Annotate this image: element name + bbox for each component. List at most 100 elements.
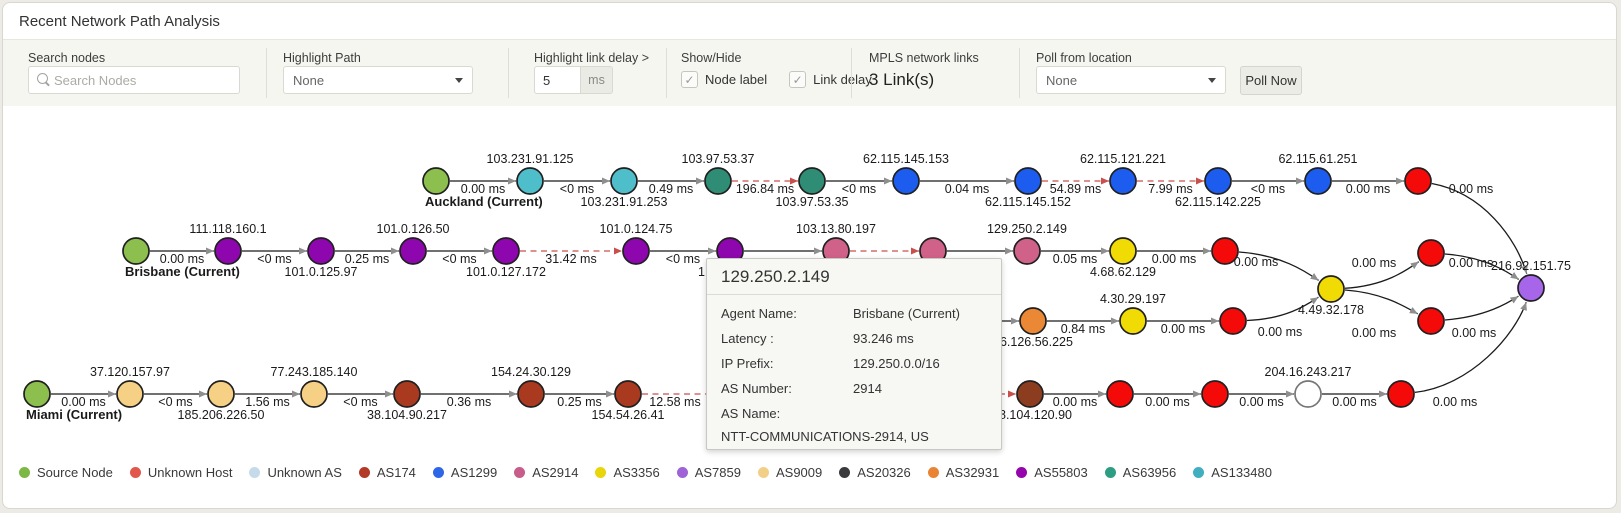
node-ip-label: 37.120.157.97 [90,365,170,379]
toolbar-divider [666,48,667,98]
graph-node[interactable] [1294,380,1322,408]
graph-node[interactable] [1204,167,1232,195]
graph-node[interactable] [1517,274,1545,302]
legend-item: Unknown Host [129,465,232,480]
node-ip-label: 216.92.151.75 [1491,259,1571,273]
link-latency-label: 0.00 ms [1161,322,1205,336]
node-ip-label: 4.30.29.197 [1100,292,1166,306]
graph-node[interactable] [393,380,421,408]
graph-node[interactable] [207,380,235,408]
page-title: Recent Network Path Analysis [19,13,220,30]
graph-node[interactable] [892,167,920,195]
chevron-down-icon [1208,77,1216,83]
toolbar: Search nodes Search Nodes Highlight Path… [3,39,1616,106]
legend-color-dot [595,467,607,478]
link-latency-label: 0.00 ms [1352,326,1396,340]
link-latency-label: 0.00 ms [1449,182,1493,196]
highlight-path-select[interactable]: None [283,66,473,94]
node-ip-label: 62.115.145.152 [985,195,1071,209]
graph-node[interactable] [1109,237,1137,265]
node-ip-label: 101.0.127.172 [466,265,546,279]
graph-node[interactable] [614,380,642,408]
graph-node[interactable] [1317,275,1345,303]
graph-node[interactable] [1201,380,1229,408]
link-latency-label: 0.00 ms [1234,255,1278,269]
graph-node[interactable] [622,237,650,265]
link-latency-label: 0.25 ms [557,395,601,409]
graph-edge [1414,301,1527,394]
search-input[interactable]: Search Nodes [28,66,240,94]
graph-node[interactable] [1014,167,1042,195]
legend-label: AS7859 [694,465,741,480]
graph-node[interactable] [798,167,826,195]
link-latency-label: <0 ms [1251,182,1285,196]
graph-node[interactable] [516,167,544,195]
legend-color-dot [1104,467,1116,478]
graph-node[interactable] [1106,380,1134,408]
legend-label: AS3356 [613,465,660,480]
link-latency-label: <0 ms [343,395,377,409]
show-hide-label: Show/Hide [681,51,742,65]
link-latency-label: 0.00 ms [1152,252,1196,266]
graph-node[interactable] [1119,307,1147,335]
graph-node[interactable] [23,380,51,408]
node-ip-label: 62.115.121.221 [1080,152,1166,166]
graph-node[interactable] [704,167,732,195]
link-latency-label: 0.00 ms [160,252,204,266]
node-label-checkbox[interactable]: ✓ Node label [681,71,767,88]
graph-node[interactable] [517,380,545,408]
graph-node[interactable] [610,167,638,195]
tooltip-latency-value: 93.246 ms [853,331,914,346]
legend-item: Source Node [19,465,113,480]
link-delay-input[interactable]: 5 [534,66,581,94]
graph-node[interactable] [1417,307,1445,335]
toolbar-divider [266,48,267,98]
legend-color-dot [927,467,939,478]
graph-node[interactable] [1019,307,1047,335]
graph-edge [1431,182,1528,274]
node-ip-label: 204.16.243.217 [1265,365,1352,379]
link-latency-label: 54.89 ms [1050,182,1101,196]
search-icon [37,73,48,84]
poll-location-select[interactable]: None [1036,66,1226,94]
legend-item: AS32931 [927,465,999,480]
graph-node[interactable] [399,237,427,265]
poll-now-button[interactable]: Poll Now [1240,66,1302,95]
tooltip-agent-name-value: Brisbane (Current) [853,306,960,321]
graph-node[interactable] [1387,380,1415,408]
tooltip-as-name-label: AS Name: [721,406,781,421]
legend-item: AS3356 [595,465,660,480]
graph-node[interactable] [122,237,150,265]
graph-node[interactable] [1417,239,1445,267]
tooltip-ip-prefix-value: 129.250.0.0/16 [853,356,940,371]
graph-node[interactable] [1013,237,1041,265]
node-ip-label: 38.104.90.217 [367,408,447,422]
checkbox-check-icon: ✓ [789,71,807,88]
link-latency-label: 0.00 ms [1452,326,1496,340]
graph-node[interactable] [1219,307,1247,335]
graph-node[interactable] [1404,167,1432,195]
link-latency-label: 0.00 ms [1145,395,1189,409]
graph-node[interactable] [307,237,335,265]
link-delay-checkbox[interactable]: ✓ Link delay [789,71,872,88]
link-latency-label: 0.00 ms [1433,395,1477,409]
link-latency-label: 0.00 ms [1258,325,1302,339]
graph-node[interactable] [214,237,242,265]
graph-node[interactable] [422,167,450,195]
tooltip-as-number-value: 2914 [853,381,882,396]
graph-node[interactable] [1211,237,1239,265]
graph-node[interactable] [1016,380,1044,408]
legend-color-dot [19,467,30,478]
node-ip-label: 62.115.142.225 [1175,195,1261,209]
legend-color-dot [676,467,688,478]
legend-item: AS133480 [1193,465,1272,480]
node-ip-label: 129.250.2.149 [987,222,1067,236]
graph-node[interactable] [300,380,328,408]
graph-node[interactable] [1304,167,1332,195]
legend-item: AS174 [358,465,416,480]
graph-node[interactable] [116,380,144,408]
graph-node[interactable] [1109,167,1137,195]
graph-edge [1238,251,1320,281]
graph-node[interactable] [492,237,520,265]
